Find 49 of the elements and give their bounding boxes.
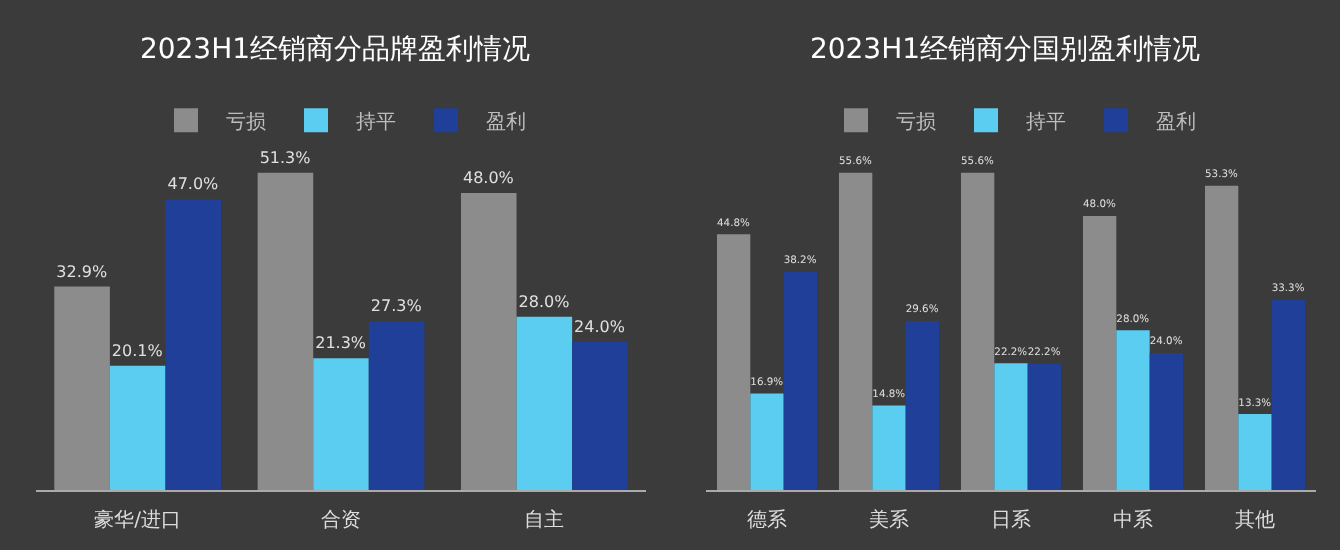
bar [994, 363, 1028, 490]
legend-label: 持平 [356, 110, 396, 135]
x-tick-label: 德系 [747, 508, 787, 532]
x-tick-label: 日系 [991, 508, 1031, 532]
x-tick-label: 自主 [524, 508, 565, 532]
legend-label: 盈利 [486, 110, 526, 135]
bar [1204, 185, 1239, 490]
bar [1238, 414, 1272, 490]
bar [716, 234, 751, 490]
data-label: 47.0% [167, 175, 220, 194]
bar [1116, 330, 1150, 490]
chart-title: 2023H1经销商分品牌盈利情况 [139, 34, 531, 67]
bar [905, 321, 940, 490]
x-tick-label: 中系 [1113, 508, 1153, 532]
bar [838, 172, 873, 490]
legend-label: 持平 [1026, 110, 1066, 135]
bar [1027, 363, 1062, 490]
bar [1271, 299, 1306, 490]
bar [1082, 216, 1117, 490]
bar [872, 405, 906, 490]
chart-title: 2023H1经销商分国别盈利情况 [809, 34, 1201, 67]
bar [1149, 353, 1184, 490]
bar [960, 172, 995, 490]
legend-label: 亏损 [896, 110, 936, 135]
x-tick-label: 合资 [321, 508, 361, 532]
data-label: 27.3% [370, 297, 423, 316]
data-label: 48.0% [462, 169, 515, 188]
bar [572, 341, 628, 490]
bar [109, 365, 166, 490]
data-label: 28.0% [518, 292, 571, 311]
bar [516, 316, 573, 490]
bar [257, 172, 314, 490]
data-label: 21.3% [315, 334, 367, 353]
x-tick-label: 其他 [1235, 508, 1275, 532]
bar [313, 358, 369, 490]
data-label: 51.3% [259, 148, 312, 167]
bar [783, 272, 818, 490]
bar [460, 193, 517, 490]
bar [54, 286, 110, 490]
data-label: 24.0% [574, 317, 626, 336]
bar [750, 393, 784, 490]
legend-label: 亏损 [226, 110, 266, 135]
x-tick-label: 美系 [869, 508, 909, 532]
data-label: 20.1% [111, 341, 164, 360]
bar [368, 321, 425, 490]
x-tick-label: 豪华/进口 [94, 508, 182, 532]
data-label: 32.9% [56, 262, 108, 281]
legend-label: 盈利 [1156, 110, 1196, 135]
bar [165, 199, 222, 490]
